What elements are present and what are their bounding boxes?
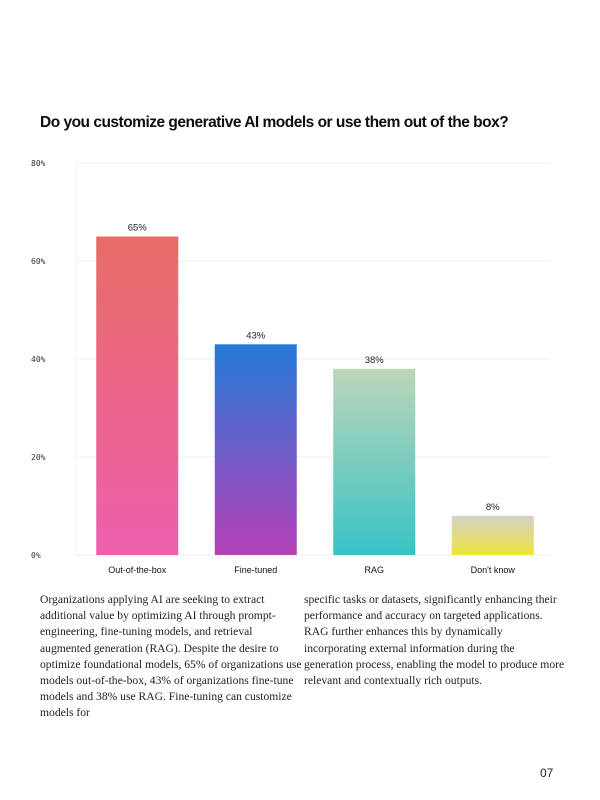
bar-out-of-the-box bbox=[96, 236, 179, 555]
data-label: 43% bbox=[246, 330, 266, 341]
x-tick-label: Out-of-the-box bbox=[108, 565, 167, 575]
data-label: 65% bbox=[128, 223, 148, 234]
page-number: 07 bbox=[540, 766, 554, 780]
data-label: 8% bbox=[486, 502, 500, 513]
x-tick-label: Don't know bbox=[471, 565, 516, 575]
y-tick-label: 60% bbox=[31, 257, 46, 266]
y-tick-label: 0% bbox=[31, 551, 41, 560]
data-label: 38% bbox=[365, 355, 385, 366]
y-tick-label: 40% bbox=[31, 355, 46, 364]
bar-don-t-know bbox=[451, 515, 534, 555]
y-tick-label: 20% bbox=[31, 453, 46, 462]
x-tick-label: RAG bbox=[364, 565, 384, 575]
chart-title: Do you customize generative AI models or… bbox=[40, 114, 509, 131]
bar-fine-tuned bbox=[214, 344, 297, 555]
bar-rag bbox=[333, 368, 416, 555]
x-tick-label: Fine-tuned bbox=[234, 565, 277, 575]
bar-chart: 0% 20% 40% 60% 80% 65% Out-of-the-box 43% Fine-… bbox=[31, 159, 550, 575]
body-text-left: Organizations applying AI are seeking to… bbox=[40, 593, 302, 720]
body-text-right: specific tasks or datasets, significantl… bbox=[304, 593, 565, 688]
y-tick-label: 80% bbox=[31, 159, 46, 168]
